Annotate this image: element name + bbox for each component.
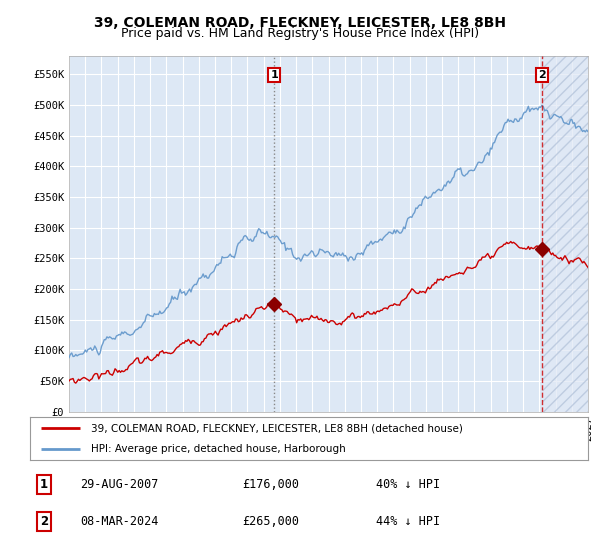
Text: 08-MAR-2024: 08-MAR-2024 — [80, 515, 158, 528]
Text: 2: 2 — [538, 70, 546, 80]
Text: HPI: Average price, detached house, Harborough: HPI: Average price, detached house, Harb… — [91, 445, 346, 454]
Text: £176,000: £176,000 — [242, 478, 299, 491]
Text: £265,000: £265,000 — [242, 515, 299, 528]
Text: 40% ↓ HPI: 40% ↓ HPI — [376, 478, 440, 491]
Text: 29-AUG-2007: 29-AUG-2007 — [80, 478, 158, 491]
Text: 1: 1 — [40, 478, 48, 491]
Text: 2: 2 — [40, 515, 48, 528]
Text: 1: 1 — [271, 70, 278, 80]
Text: 39, COLEMAN ROAD, FLECKNEY, LEICESTER, LE8 8BH: 39, COLEMAN ROAD, FLECKNEY, LEICESTER, L… — [94, 16, 506, 30]
Text: 39, COLEMAN ROAD, FLECKNEY, LEICESTER, LE8 8BH (detached house): 39, COLEMAN ROAD, FLECKNEY, LEICESTER, L… — [91, 423, 463, 433]
Text: Price paid vs. HM Land Registry's House Price Index (HPI): Price paid vs. HM Land Registry's House … — [121, 27, 479, 40]
Text: 44% ↓ HPI: 44% ↓ HPI — [376, 515, 440, 528]
